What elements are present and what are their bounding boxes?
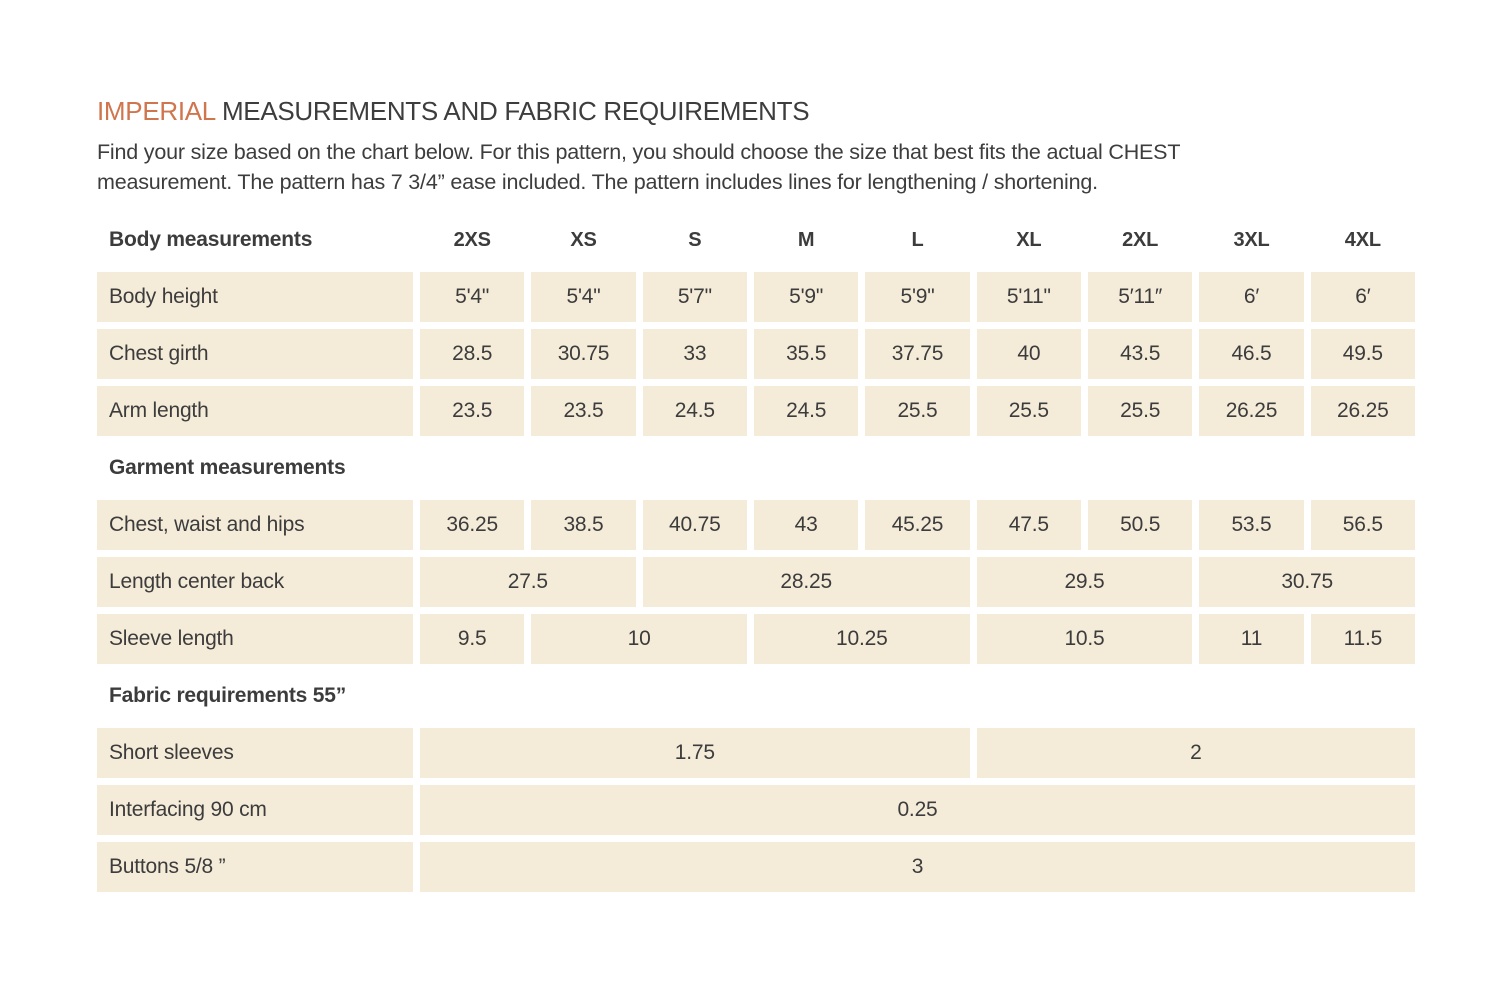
table-cell: 40 xyxy=(976,329,1081,379)
table-cell: 28.5 xyxy=(420,329,525,379)
row-label: Interfacing 90 cm xyxy=(97,785,413,835)
row-label: Chest girth xyxy=(97,329,413,379)
table-cell: 3 xyxy=(420,842,1415,892)
measurement-table: Body measurements 2XS XS S M L XL 2XL 3XL 4XL Body… xyxy=(97,215,1415,892)
size-column-header: L xyxy=(911,228,924,251)
size-column-header: 4XL xyxy=(1344,228,1381,251)
title-rest: MEASUREMENTS AND FABRIC REQUIREMENTS xyxy=(221,96,810,126)
table-cell: 37.75 xyxy=(865,329,970,379)
table-cell: 43 xyxy=(754,500,859,550)
table-cell: 5'9" xyxy=(754,272,859,322)
row-label: Length center back xyxy=(97,557,413,607)
table-cell: 30.75 xyxy=(1199,557,1415,607)
table-cell: 5'11" xyxy=(976,272,1081,322)
size-column-header: M xyxy=(797,228,815,251)
table-cell: 56.5 xyxy=(1310,500,1415,550)
table-cell: 26.25 xyxy=(1199,386,1304,436)
row-label: Buttons 5/8 ” xyxy=(97,842,413,892)
section-heading: Garment measurements xyxy=(109,456,346,479)
size-column-header: 2XL xyxy=(1122,228,1159,251)
table-cell: 46.5 xyxy=(1199,329,1304,379)
size-chart-page: IMPERIAL MEASUREMENTS AND FABRIC REQUIRE… xyxy=(97,96,1415,892)
row-label: Body height xyxy=(97,272,413,322)
intro-line-1: Find your size based on the chart below.… xyxy=(97,140,1181,164)
table-cell: 53.5 xyxy=(1199,500,1304,550)
table-cell: 5′11″ xyxy=(1088,272,1193,322)
table-cell: 27.5 xyxy=(420,557,636,607)
row-label: Arm length xyxy=(97,386,413,436)
row-label: Chest, waist and hips xyxy=(97,500,413,550)
table-cell: 36.25 xyxy=(420,500,525,550)
table-cell: 10 xyxy=(531,614,747,664)
table-cell: 50.5 xyxy=(1088,500,1193,550)
table-cell: 38.5 xyxy=(531,500,636,550)
table-cell: 35.5 xyxy=(754,329,859,379)
table-cell: 40.75 xyxy=(642,500,747,550)
table-cell: 9.5 xyxy=(420,614,525,664)
table-cell: 2 xyxy=(976,728,1415,778)
title-accent: IMPERIAL xyxy=(97,96,216,126)
table-cell: 6′ xyxy=(1199,272,1304,322)
page-title: IMPERIAL MEASUREMENTS AND FABRIC REQUIRE… xyxy=(97,96,1415,127)
table-cell: 23.5 xyxy=(531,386,636,436)
table-cell: 33 xyxy=(642,329,747,379)
table-cell: 25.5 xyxy=(1088,386,1193,436)
table-cell: 28.25 xyxy=(642,557,970,607)
table-cell: 49.5 xyxy=(1310,329,1415,379)
table-cell: 1.75 xyxy=(420,728,970,778)
table-cell: 45.25 xyxy=(865,500,970,550)
section-heading: Fabric requirements 55” xyxy=(109,684,346,707)
table-cell: 11.5 xyxy=(1310,614,1415,664)
table-cell: 24.5 xyxy=(754,386,859,436)
intro-paragraph: Find your size based on the chart below.… xyxy=(97,137,1415,197)
table-cell: 25.5 xyxy=(865,386,970,436)
table-cell: 5'9" xyxy=(865,272,970,322)
row-label: Sleeve length xyxy=(97,614,413,664)
table-cell: 26.25 xyxy=(1310,386,1415,436)
size-column-header: XL xyxy=(1016,228,1042,251)
table-cell: 43.5 xyxy=(1088,329,1193,379)
size-column-header: 3XL xyxy=(1233,228,1270,251)
table-cell: 11 xyxy=(1199,614,1304,664)
table-cell: 24.5 xyxy=(642,386,747,436)
intro-line-2: measurement. The pattern has 7 3/4” ease… xyxy=(97,170,1098,194)
table-cell: 5'4" xyxy=(420,272,525,322)
table-cell: 25.5 xyxy=(976,386,1081,436)
table-header-label: Body measurements xyxy=(109,228,313,251)
table-cell: 0.25 xyxy=(420,785,1415,835)
table-cell: 5'4" xyxy=(531,272,636,322)
table-cell: 5'7" xyxy=(642,272,747,322)
size-column-header: XS xyxy=(570,228,597,251)
table-cell: 10.5 xyxy=(976,614,1193,664)
table-cell: 30.75 xyxy=(531,329,636,379)
size-column-header: S xyxy=(688,228,702,251)
size-column-header: 2XS xyxy=(453,228,491,251)
table-cell: 47.5 xyxy=(976,500,1081,550)
table-cell: 10.25 xyxy=(754,614,970,664)
table-cell: 6′ xyxy=(1310,272,1415,322)
row-label: Short sleeves xyxy=(97,728,413,778)
table-cell: 23.5 xyxy=(420,386,525,436)
table-cell: 29.5 xyxy=(976,557,1193,607)
